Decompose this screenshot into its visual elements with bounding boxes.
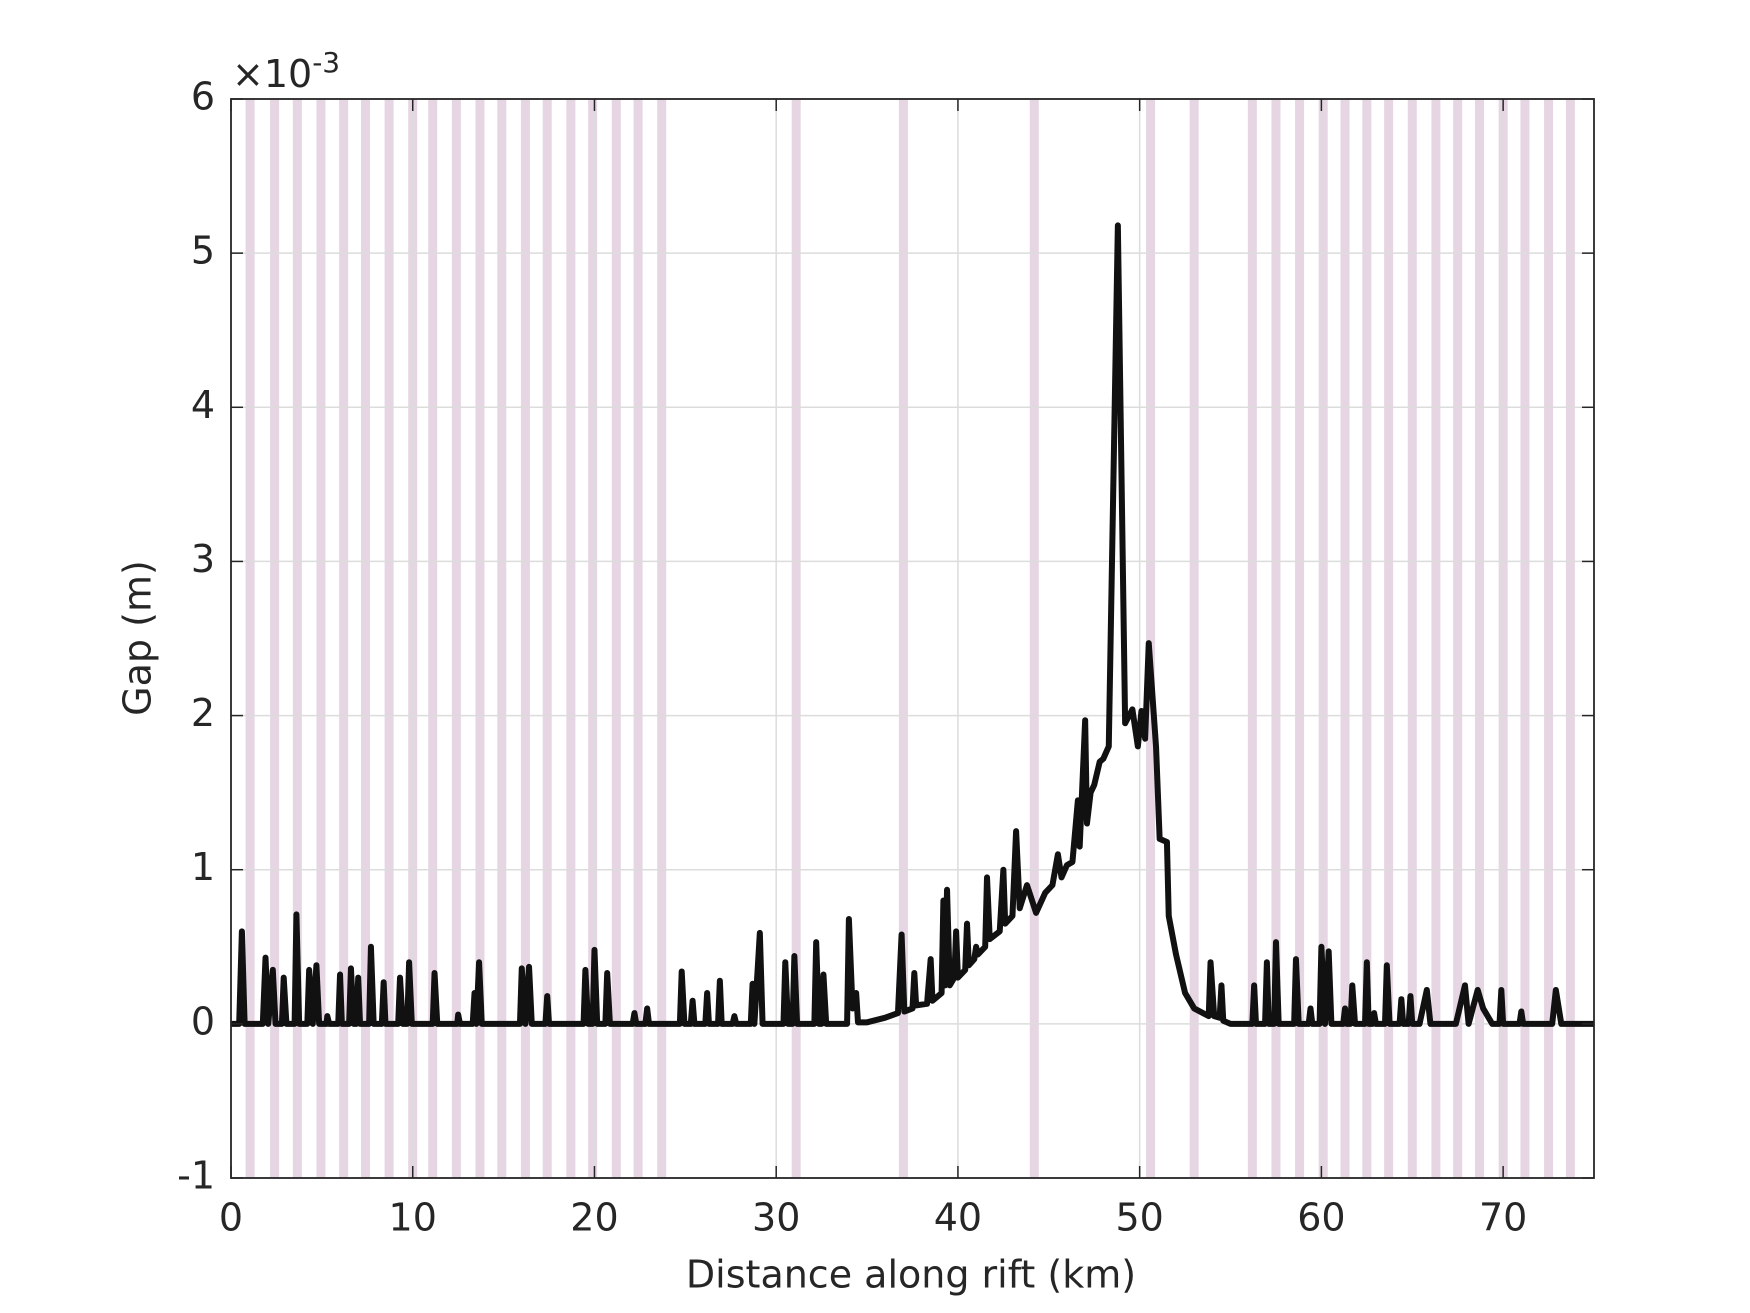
band [1271, 99, 1281, 1178]
series [231, 222, 1594, 1027]
data-line [231, 222, 1594, 1027]
y-tick-label: 4 [191, 383, 215, 427]
bands [245, 99, 1575, 1178]
y-tick-label: -1 [177, 1154, 215, 1198]
band [1295, 99, 1305, 1178]
y-tick-label: 5 [191, 229, 215, 273]
exponent-base: ×10 [232, 52, 312, 96]
band [316, 99, 326, 1178]
band [1565, 99, 1575, 1178]
band [1340, 99, 1350, 1178]
band [520, 99, 530, 1178]
band [1453, 99, 1463, 1178]
x-tick-label: 50 [1115, 1196, 1163, 1240]
band [475, 99, 485, 1178]
x-tick-label: 0 [219, 1196, 243, 1240]
band [292, 99, 302, 1178]
band [657, 99, 667, 1178]
x-axis-label: Distance along rift (km) [686, 1253, 1136, 1297]
band [1029, 99, 1039, 1178]
band [1544, 99, 1554, 1178]
y-axis-label: Gap (m) [116, 560, 160, 716]
y-tick-label: 2 [191, 691, 215, 735]
band [1520, 99, 1530, 1178]
band [1431, 99, 1441, 1178]
band [1247, 99, 1257, 1178]
x-tick-label: 60 [1297, 1196, 1345, 1240]
band [451, 99, 461, 1178]
band [1362, 99, 1372, 1178]
band [1407, 99, 1417, 1178]
band [360, 99, 370, 1178]
x-tick-label: 10 [389, 1196, 437, 1240]
x-tick-label: 20 [570, 1196, 618, 1240]
y-exponent: ×10-3 [232, 46, 340, 96]
band [1475, 99, 1485, 1178]
y-tick-label: 3 [191, 537, 215, 581]
band [1189, 99, 1199, 1178]
band [497, 99, 507, 1178]
band [791, 99, 801, 1178]
x-tick-label: 40 [934, 1196, 982, 1240]
y-tick-label: 0 [191, 999, 215, 1043]
x-tick-label: 70 [1479, 1196, 1527, 1240]
band [1318, 99, 1328, 1178]
band [611, 99, 621, 1178]
band [1384, 99, 1394, 1178]
y-tick-label: 1 [191, 845, 215, 889]
plot-frame [230, 98, 1595, 1179]
band [384, 99, 394, 1178]
band [633, 99, 643, 1178]
band [542, 99, 552, 1178]
band [245, 99, 255, 1178]
band [428, 99, 438, 1178]
x-tick-label: 30 [752, 1196, 800, 1240]
band [339, 99, 349, 1178]
band [1146, 99, 1156, 1178]
exponent-power: -3 [312, 46, 340, 79]
band [270, 99, 280, 1178]
y-tick-label: 6 [191, 75, 215, 119]
band [566, 99, 576, 1178]
band [588, 99, 598, 1178]
band [898, 99, 908, 1178]
